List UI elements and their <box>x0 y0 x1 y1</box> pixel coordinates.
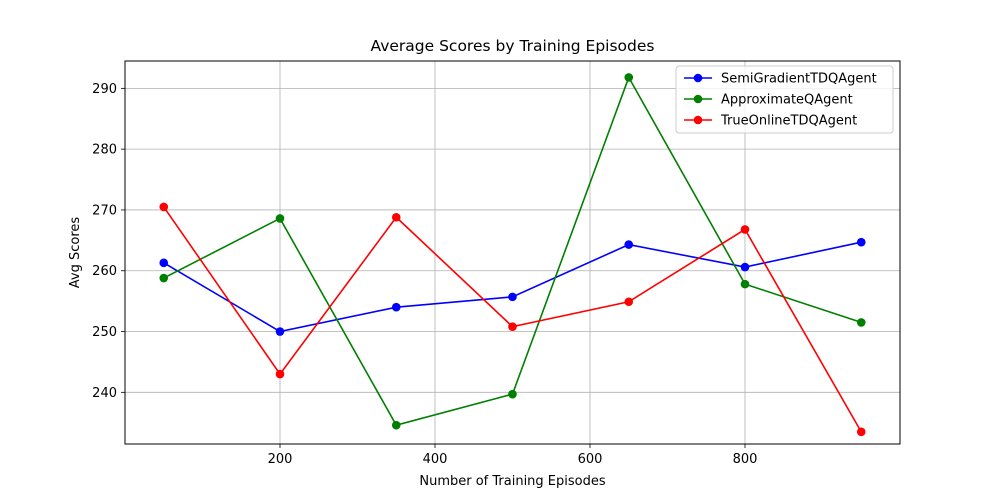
data-point <box>740 279 750 289</box>
y-tick-label: 260 <box>92 264 117 279</box>
data-point <box>856 318 866 327</box>
x-tick-label: 600 <box>578 452 603 467</box>
data-point <box>740 225 750 234</box>
data-point <box>391 420 401 430</box>
data-point <box>159 273 169 283</box>
chart-title: Average Scores by Training Episodes <box>371 37 655 55</box>
legend-box <box>675 65 894 134</box>
data-point <box>624 240 634 249</box>
legend-marker <box>693 73 703 83</box>
legend: SemiGradientTDQAgent ApproximateQAgent Tru… <box>675 65 894 134</box>
data-point <box>391 212 401 222</box>
legend-label: ApproximateQAgent <box>721 93 853 108</box>
series-layer <box>159 73 866 437</box>
data-point <box>624 297 634 307</box>
y-tick-label: 250 <box>92 325 117 340</box>
legend-marker <box>693 94 703 104</box>
legend-marker <box>693 115 703 125</box>
data-point <box>275 327 285 336</box>
plot-frame <box>124 60 901 445</box>
data-point <box>275 369 285 379</box>
data-point <box>159 258 169 268</box>
y-tick-label: 270 <box>92 203 117 218</box>
data-point <box>275 214 285 223</box>
y-axis-label: Avg Scores <box>68 217 83 289</box>
data-point <box>508 389 517 399</box>
series-line-0 <box>163 241 862 333</box>
data-point <box>508 292 517 302</box>
legend-label: SemiGradientTDQAgent <box>721 72 877 87</box>
y-tick-label: 290 <box>92 82 117 97</box>
x-tick-label: 400 <box>423 452 448 467</box>
data-point <box>159 202 169 212</box>
data-point <box>624 73 634 82</box>
data-point <box>391 302 401 312</box>
data-point <box>740 262 750 272</box>
data-point <box>508 322 517 331</box>
ticks: 200 400 600 800 240 250 260 270 280 290 <box>92 82 757 467</box>
data-point <box>856 427 866 437</box>
x-axis-label: Number of Training Episodes <box>419 474 605 489</box>
y-tick-label: 240 <box>92 386 117 401</box>
legend-label: TrueOnlineTDQAgent <box>720 114 857 129</box>
x-tick-label: 800 <box>733 452 758 467</box>
y-tick-label: 280 <box>92 143 117 158</box>
x-tick-label: 200 <box>268 452 293 467</box>
data-point <box>856 237 866 247</box>
